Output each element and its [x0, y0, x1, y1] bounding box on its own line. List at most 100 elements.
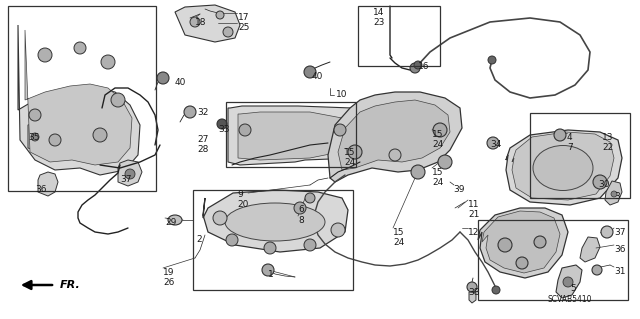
Text: 24: 24: [432, 178, 444, 187]
Ellipse shape: [168, 215, 182, 225]
Polygon shape: [203, 190, 348, 252]
Text: 17: 17: [238, 13, 250, 22]
Text: 26: 26: [163, 278, 174, 287]
Text: 27: 27: [197, 135, 209, 144]
Circle shape: [611, 191, 617, 197]
Circle shape: [304, 239, 316, 251]
Text: 7: 7: [567, 143, 573, 152]
Circle shape: [216, 11, 224, 19]
Text: 37: 37: [120, 175, 131, 184]
Text: 15: 15: [344, 148, 355, 157]
Polygon shape: [605, 181, 622, 205]
Circle shape: [294, 202, 306, 214]
Circle shape: [93, 128, 107, 142]
Circle shape: [213, 211, 227, 225]
Polygon shape: [338, 100, 450, 170]
Polygon shape: [38, 172, 58, 196]
Circle shape: [498, 238, 512, 252]
Polygon shape: [482, 211, 560, 273]
Text: 40: 40: [312, 72, 323, 81]
Text: 8: 8: [298, 216, 304, 225]
Circle shape: [593, 175, 607, 189]
Text: 24: 24: [344, 158, 355, 167]
Text: 9: 9: [237, 190, 243, 199]
Circle shape: [414, 61, 422, 69]
Polygon shape: [118, 160, 142, 186]
Text: 32: 32: [197, 108, 209, 117]
Ellipse shape: [533, 145, 593, 190]
Text: 6: 6: [298, 205, 304, 214]
Circle shape: [601, 226, 613, 238]
Circle shape: [554, 129, 566, 141]
Circle shape: [534, 236, 546, 248]
Text: 29: 29: [165, 218, 177, 227]
Text: 21: 21: [468, 210, 479, 219]
Circle shape: [111, 93, 125, 107]
Circle shape: [304, 66, 316, 78]
Circle shape: [31, 133, 39, 141]
Bar: [226, 102, 356, 167]
Circle shape: [563, 277, 573, 287]
Text: 22: 22: [602, 143, 613, 152]
Polygon shape: [478, 208, 568, 278]
Circle shape: [389, 149, 401, 161]
Text: 23: 23: [373, 18, 385, 27]
Circle shape: [29, 109, 41, 121]
Circle shape: [348, 145, 362, 159]
Circle shape: [184, 106, 196, 118]
Polygon shape: [506, 130, 622, 205]
Bar: [358, 6, 440, 66]
Circle shape: [157, 72, 169, 84]
Circle shape: [305, 193, 315, 203]
Circle shape: [226, 234, 238, 246]
Circle shape: [438, 155, 452, 169]
Polygon shape: [28, 123, 42, 150]
Text: 5: 5: [570, 284, 576, 293]
Bar: [530, 113, 630, 198]
Text: 28: 28: [197, 145, 209, 154]
Text: 35: 35: [28, 133, 40, 142]
Polygon shape: [25, 30, 132, 165]
Circle shape: [125, 169, 135, 179]
Text: FR.: FR.: [60, 280, 81, 290]
Text: 20: 20: [237, 200, 248, 209]
Circle shape: [74, 42, 86, 54]
Bar: [478, 220, 628, 300]
Circle shape: [516, 257, 528, 269]
Text: 15: 15: [432, 168, 444, 177]
Text: 38: 38: [468, 288, 479, 297]
Text: 33: 33: [218, 125, 230, 134]
Text: 2: 2: [196, 235, 202, 244]
Text: 40: 40: [175, 78, 186, 87]
Text: 36: 36: [35, 185, 47, 194]
Bar: [8, 6, 156, 191]
Circle shape: [217, 119, 227, 129]
Text: 24: 24: [432, 140, 444, 149]
Text: 30: 30: [598, 180, 609, 189]
Polygon shape: [512, 132, 614, 200]
Polygon shape: [18, 25, 140, 175]
Text: 4: 4: [567, 133, 573, 142]
Circle shape: [433, 123, 447, 137]
Circle shape: [331, 223, 345, 237]
Circle shape: [592, 265, 602, 275]
Polygon shape: [556, 265, 582, 298]
Polygon shape: [228, 106, 357, 165]
Bar: [193, 190, 353, 290]
Circle shape: [49, 134, 61, 146]
Text: 31: 31: [614, 267, 625, 276]
Ellipse shape: [225, 203, 325, 241]
Circle shape: [38, 48, 52, 62]
Text: 24: 24: [393, 238, 404, 247]
Text: 37: 37: [614, 228, 625, 237]
Polygon shape: [580, 237, 600, 262]
Circle shape: [190, 17, 200, 27]
Text: 36: 36: [614, 245, 625, 254]
Text: 11: 11: [468, 200, 479, 209]
Text: SCVAB5410: SCVAB5410: [548, 295, 593, 304]
Polygon shape: [175, 5, 240, 42]
Circle shape: [487, 137, 499, 149]
Text: 1: 1: [268, 270, 274, 279]
Circle shape: [411, 165, 425, 179]
Text: 14: 14: [373, 8, 385, 17]
